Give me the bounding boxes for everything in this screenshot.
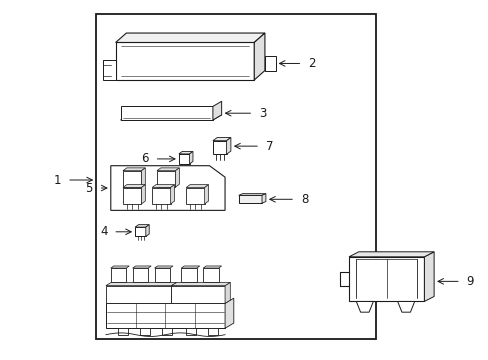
Polygon shape xyxy=(116,42,254,80)
Polygon shape xyxy=(171,282,176,303)
Polygon shape xyxy=(397,301,414,312)
Polygon shape xyxy=(264,56,275,71)
Polygon shape xyxy=(226,138,230,154)
Text: 3: 3 xyxy=(259,107,266,120)
Polygon shape xyxy=(179,152,193,154)
Polygon shape xyxy=(212,141,226,154)
Polygon shape xyxy=(111,166,224,210)
Polygon shape xyxy=(122,171,141,187)
Polygon shape xyxy=(203,268,218,282)
Polygon shape xyxy=(120,115,221,120)
Polygon shape xyxy=(141,185,145,204)
Polygon shape xyxy=(181,268,197,282)
Text: 5: 5 xyxy=(85,181,93,194)
Polygon shape xyxy=(132,266,151,268)
Polygon shape xyxy=(186,328,196,335)
Polygon shape xyxy=(152,188,170,204)
Polygon shape xyxy=(141,168,145,187)
Text: 6: 6 xyxy=(141,152,148,166)
Polygon shape xyxy=(145,225,149,237)
Text: 9: 9 xyxy=(466,275,473,288)
Polygon shape xyxy=(179,154,189,164)
Polygon shape xyxy=(122,188,141,204)
Polygon shape xyxy=(207,328,217,335)
Polygon shape xyxy=(238,194,265,195)
Text: 7: 7 xyxy=(265,140,273,153)
Polygon shape xyxy=(106,303,224,328)
Polygon shape xyxy=(356,301,372,312)
Polygon shape xyxy=(118,328,127,335)
Polygon shape xyxy=(262,194,265,203)
Text: 4: 4 xyxy=(100,225,107,238)
Polygon shape xyxy=(254,33,264,80)
Polygon shape xyxy=(186,185,208,188)
Text: 1: 1 xyxy=(54,174,61,186)
Polygon shape xyxy=(224,282,230,303)
Text: 8: 8 xyxy=(300,193,307,206)
Polygon shape xyxy=(122,168,145,171)
Polygon shape xyxy=(186,188,204,204)
Polygon shape xyxy=(204,185,208,204)
Polygon shape xyxy=(212,101,221,120)
Polygon shape xyxy=(120,107,212,120)
Polygon shape xyxy=(103,60,116,80)
Polygon shape xyxy=(170,185,174,204)
Polygon shape xyxy=(111,268,126,282)
Polygon shape xyxy=(203,266,221,268)
Polygon shape xyxy=(348,252,433,257)
Polygon shape xyxy=(154,266,173,268)
Polygon shape xyxy=(212,138,230,141)
Polygon shape xyxy=(106,282,176,285)
Polygon shape xyxy=(106,285,171,303)
Polygon shape xyxy=(348,257,424,301)
Polygon shape xyxy=(224,298,233,328)
Polygon shape xyxy=(238,195,262,203)
Polygon shape xyxy=(116,33,264,42)
Polygon shape xyxy=(154,268,170,282)
Polygon shape xyxy=(171,285,224,303)
Polygon shape xyxy=(111,266,129,268)
Polygon shape xyxy=(162,328,171,335)
Polygon shape xyxy=(135,227,145,237)
Polygon shape xyxy=(152,185,174,188)
Polygon shape xyxy=(157,168,179,171)
Polygon shape xyxy=(175,168,179,187)
Polygon shape xyxy=(122,185,145,188)
Polygon shape xyxy=(189,152,193,164)
Text: 2: 2 xyxy=(307,57,315,70)
Polygon shape xyxy=(424,252,433,301)
Polygon shape xyxy=(157,171,175,187)
Polygon shape xyxy=(140,328,149,335)
Polygon shape xyxy=(181,266,200,268)
Polygon shape xyxy=(171,282,230,285)
Polygon shape xyxy=(132,268,148,282)
Polygon shape xyxy=(135,225,149,227)
Polygon shape xyxy=(96,14,375,339)
